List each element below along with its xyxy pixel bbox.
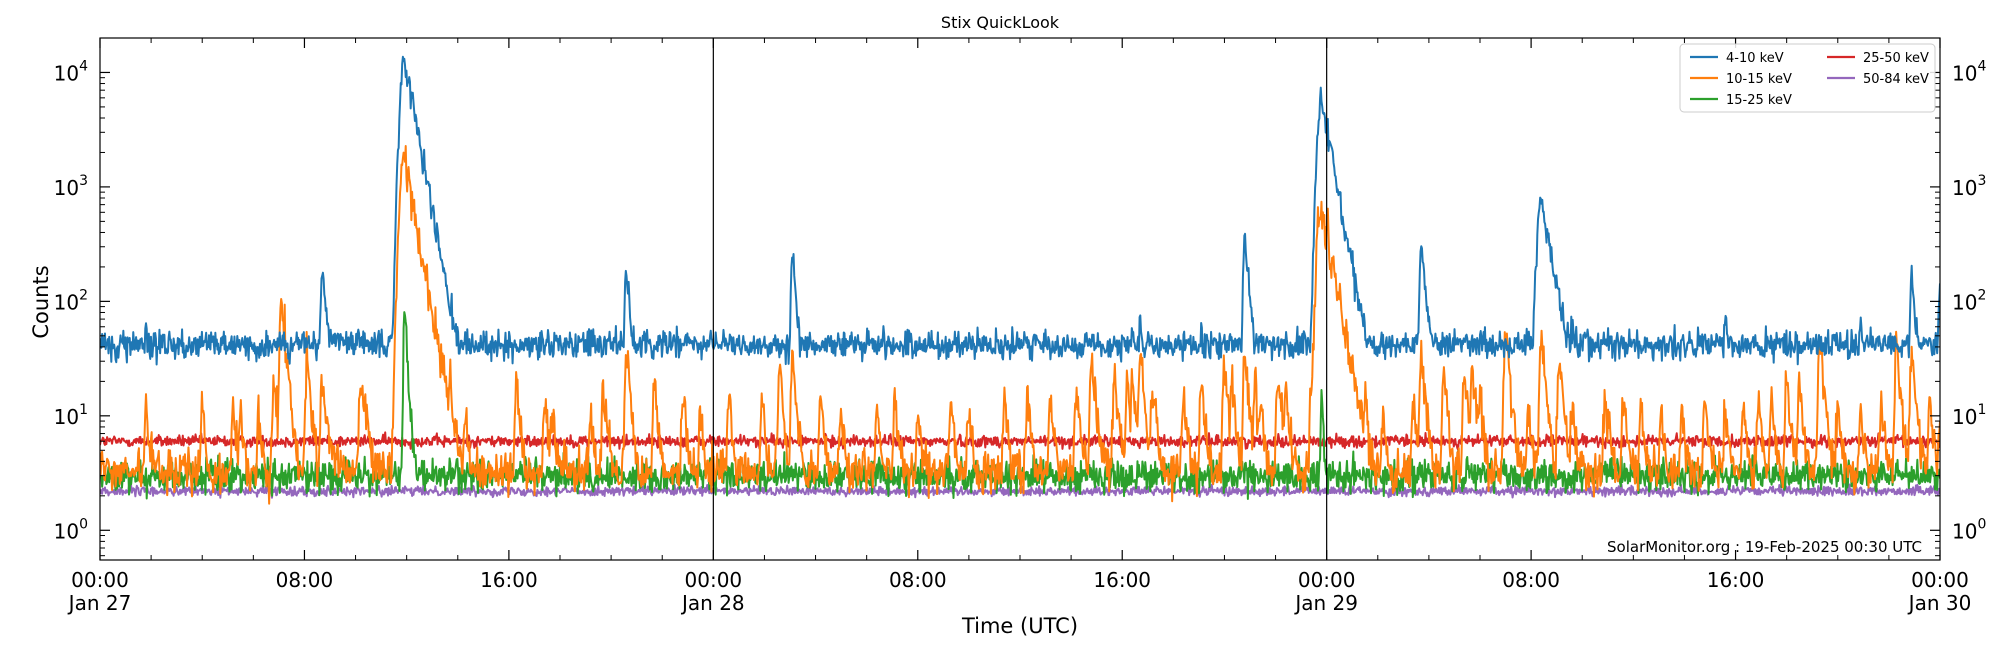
- x-tick-label: 00:00: [71, 568, 129, 592]
- legend-entry-label: 10-15 keV: [1726, 72, 1792, 87]
- x-tick-date-label: Jan 28: [680, 591, 745, 615]
- y-tick-label: 101: [54, 402, 88, 429]
- legend-entry-label: 50-84 keV: [1863, 72, 1929, 87]
- y-tick-label-right: 100: [1952, 516, 1986, 543]
- y-axis-label: Counts: [29, 265, 53, 338]
- series-line-25-50-kev: [100, 431, 1940, 451]
- x-tick-label: 08:00: [1502, 568, 1560, 592]
- x-tick-label: 16:00: [1093, 568, 1151, 592]
- y-tick-label: 100: [54, 516, 88, 543]
- y-tick-label-right: 104: [1952, 58, 1986, 85]
- x-tick-label: 00:00: [1298, 568, 1356, 592]
- series-line-10-15-kev: [100, 145, 1940, 505]
- day-dividers: [712, 38, 1328, 560]
- legend-box: [1679, 43, 1936, 113]
- x-tick-date-label: Jan 30: [1907, 591, 1972, 615]
- x-tick-date-label: Jan 27: [67, 591, 132, 615]
- x-tick-label: 00:00: [1911, 568, 1969, 592]
- y-tick-label-right: 103: [1952, 173, 1986, 200]
- x-tick-label: 08:00: [276, 568, 334, 592]
- x-tick-label: 00:00: [685, 568, 743, 592]
- y-axis-ticks: 100 100 101 101 102 102 103 103 104 104: [54, 37, 1986, 557]
- x-axis-label: Time (UTC): [961, 614, 1078, 638]
- y-tick-label: 104: [54, 58, 88, 85]
- x-tick-label: 16:00: [1707, 568, 1765, 592]
- legend-entry-label: 25-50 keV: [1863, 51, 1929, 66]
- y-tick-label-right: 101: [1952, 402, 1986, 429]
- x-tick-label: 16:00: [480, 568, 538, 592]
- chart-title: Stix QuickLook: [941, 13, 1060, 32]
- legend-entry-label: 4-10 keV: [1726, 51, 1784, 66]
- y-tick-label: 102: [54, 287, 88, 314]
- y-tick-label: 103: [54, 173, 88, 200]
- x-tick-label: 08:00: [889, 568, 947, 592]
- x-tick-date-label: Jan 29: [1293, 591, 1358, 615]
- y-tick-label-right: 102: [1952, 287, 1986, 314]
- legend-entry-label: 15-25 keV: [1726, 93, 1792, 108]
- legend: 4-10 keV 10-15 keV 15-25 keV 25-50 keV 50-84…: [1679, 43, 1936, 113]
- timestamp-annotation: SolarMonitor.org : 19-Feb-2025 00:30 UTC: [1607, 538, 1922, 556]
- series-line-4-10-kev: [100, 55, 1940, 366]
- series-layer: [100, 55, 1940, 505]
